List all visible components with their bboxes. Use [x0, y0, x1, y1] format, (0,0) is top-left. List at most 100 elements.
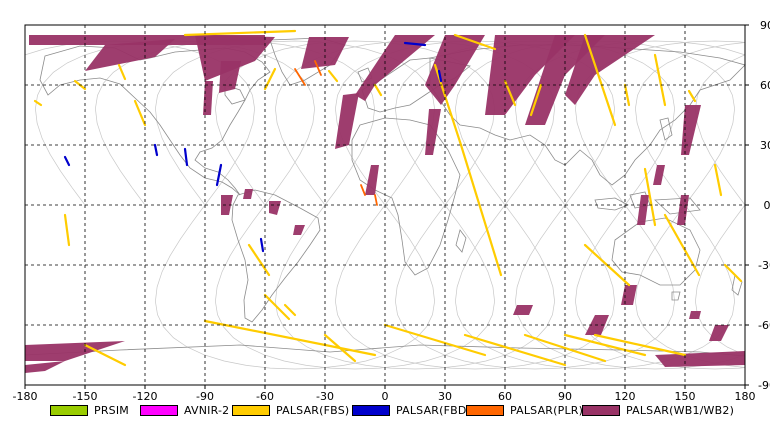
- wb-swath-16: [243, 189, 253, 199]
- fbs-swath-10: [433, 63, 463, 147]
- y-tick-label: 90: [760, 19, 770, 32]
- wb-swath-4: [203, 81, 213, 115]
- legend-label: PALSAR(FBS): [276, 403, 350, 417]
- x-tick-label: 120: [615, 390, 636, 400]
- x-tick-label: 90: [558, 390, 572, 400]
- wb-swath-2: [195, 35, 275, 81]
- fbs-swath-24: [283, 303, 297, 317]
- wb-swath-27: [655, 351, 745, 367]
- fbs-swath-15: [623, 83, 631, 107]
- fbd-swath-3: [183, 147, 189, 167]
- legend-swatch: [140, 404, 178, 416]
- fbd-swath-5: [259, 237, 265, 253]
- fbd-swath-6: [63, 155, 71, 167]
- legend-item-palsar-fbd: PALSAR(FBD): [352, 402, 471, 418]
- fbs-swath-2: [133, 99, 147, 127]
- y-tick-label: 60: [760, 79, 770, 92]
- wb-swath-13: [365, 165, 379, 195]
- fbs-swath-29: [463, 333, 567, 367]
- palsar-wb-swaths: [25, 35, 745, 373]
- fbs-swath-8: [373, 83, 383, 97]
- fbs-swath-23: [247, 243, 271, 277]
- y-tick-label: -30: [758, 259, 770, 272]
- x-tick-label: 150: [675, 390, 696, 400]
- latitude-tick-labels: 90 60 30 0 -30 -60 -90: [745, 19, 770, 392]
- fbd-swath-0: [403, 41, 427, 47]
- x-tick-label: 60: [498, 390, 512, 400]
- x-tick-label: -60: [256, 390, 274, 400]
- fbs-swath-28: [383, 323, 487, 357]
- fbs-swath-4: [33, 99, 43, 107]
- legend-swatch: [352, 404, 390, 416]
- x-tick-label: -30: [316, 390, 334, 400]
- fbs-swath-19: [643, 167, 657, 227]
- fbs-swath-5: [63, 213, 71, 247]
- x-tick-label: -120: [133, 390, 158, 400]
- coverage-map: -180 -150 -120 -90 -60 -30 0 30 60 90 120 150 180 90…: [12, 19, 770, 400]
- wb-swath-9: [425, 109, 441, 155]
- x-tick-label: 0: [382, 390, 389, 400]
- orbit-track-11: [635, 42, 745, 206]
- wb-swath-21: [681, 105, 701, 155]
- fbd-swath-1: [437, 69, 443, 83]
- legend-swatch: [582, 404, 620, 416]
- fbs-swath-25: [263, 293, 291, 321]
- wb-swath-11: [525, 35, 605, 125]
- fbs-swath-13: [529, 83, 543, 117]
- fbs-swath-9: [453, 33, 497, 51]
- wb-swath-1: [85, 39, 175, 71]
- palsar-plr-swaths: [294, 60, 378, 206]
- fbs-swath-7: [327, 69, 339, 83]
- legend-item-prism: PRSIM: [50, 402, 129, 418]
- fbd-swath-2: [153, 143, 159, 157]
- wb-swath-19: [637, 195, 649, 225]
- legend-swatch: [50, 404, 88, 416]
- legend-item-avnir2: AVNIR-2: [140, 402, 229, 418]
- wb-swath-26: [25, 361, 65, 373]
- legend-label: PALSAR(WB1/WB2): [626, 403, 735, 417]
- fbs-swath-1: [117, 63, 127, 81]
- fbs-swath-16: [653, 53, 667, 107]
- orbit-track-12: [695, 54, 745, 206]
- fbs-swath-32: [593, 333, 687, 357]
- y-tick-label: -90: [758, 379, 770, 392]
- legend-item-palsar-wb: PALSAR(WB1/WB2): [582, 402, 734, 418]
- plr-swath-1: [314, 60, 322, 76]
- x-tick-label: 30: [438, 390, 452, 400]
- y-tick-label: 0: [764, 199, 770, 212]
- wb-swath-20: [677, 195, 689, 225]
- y-tick-label: -60: [758, 319, 770, 332]
- fbs-swath-11: [459, 143, 503, 277]
- wb-swath-8: [425, 35, 485, 105]
- legend-label: AVNIR-2: [184, 403, 230, 417]
- legend-item-palsar-fbs: PALSAR(FBS): [232, 402, 349, 418]
- x-tick-label: -150: [73, 390, 98, 400]
- legend-label: PALSAR(FBD): [396, 403, 472, 417]
- fbs-swath-31: [563, 333, 647, 357]
- wb-swath-7: [335, 93, 359, 149]
- legend-swatch: [232, 404, 270, 416]
- fbs-swath-26: [203, 319, 377, 357]
- wb-swath-17: [293, 225, 305, 235]
- x-tick-label: 180: [735, 390, 756, 400]
- wb-swath-24: [513, 305, 533, 315]
- wb-swath-28: [709, 325, 729, 341]
- legend-swatch: [466, 404, 504, 416]
- y-tick-label: 30: [760, 139, 770, 152]
- wb-swath-5: [301, 37, 349, 69]
- fbs-swath-30: [523, 333, 607, 363]
- fbd-swath-4: [215, 163, 223, 187]
- wb-swath-23: [689, 311, 701, 319]
- fbs-swath-33: [83, 343, 127, 367]
- wb-swath-25: [25, 341, 125, 361]
- wb-swath-14: [269, 201, 281, 215]
- fbs-swath-6: [263, 67, 277, 91]
- x-tick-label: -180: [13, 390, 38, 400]
- fbs-swath-27: [323, 333, 357, 363]
- fbs-swath-18: [713, 163, 723, 197]
- x-tick-label: -90: [196, 390, 214, 400]
- wb-swath-15: [221, 195, 233, 215]
- palsar-fbd-swaths: [63, 41, 443, 253]
- fbs-swath-21: [723, 263, 743, 283]
- legend-label: PRSIM: [94, 403, 129, 417]
